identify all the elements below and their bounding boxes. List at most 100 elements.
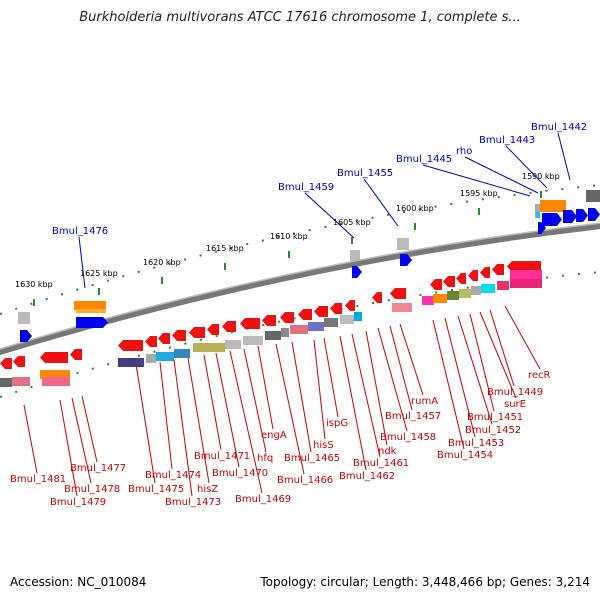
gene-arrow <box>507 261 541 272</box>
scale-ring <box>0 184 600 315</box>
gene-arrow <box>189 327 205 338</box>
gene-label-top[interactable]: Bmul_1476 <box>52 226 108 237</box>
scale-label: 1625 kbp <box>80 269 118 278</box>
gene-arrow <box>298 309 312 320</box>
gene-label-bottom[interactable]: Bmul_1481 <box>10 474 66 485</box>
gene-block <box>433 294 447 303</box>
gene-label-bottom[interactable]: Bmul_1471 <box>194 451 250 462</box>
gene-arrow <box>400 254 412 266</box>
gene-label-top[interactable]: Bmul_1445 <box>396 154 452 165</box>
gene-label-bottom[interactable]: hisS <box>313 440 334 451</box>
gene-label-bottom[interactable]: Bmul_1453 <box>448 438 504 449</box>
gene-block <box>535 204 540 218</box>
gene-block <box>540 200 566 212</box>
gene-arrow <box>40 352 68 363</box>
gene-block <box>40 370 70 379</box>
gene-arrow <box>145 336 157 347</box>
gene-arrow <box>542 213 562 226</box>
gene-block <box>422 296 434 305</box>
gene-arrow <box>456 273 466 284</box>
gene-label-bottom[interactable]: Bmul_1462 <box>339 471 395 482</box>
gene-block <box>586 190 600 202</box>
gene-block <box>156 352 174 361</box>
gene-label-bottom[interactable]: hfq <box>257 453 273 464</box>
accession: Accession: NC_010084 <box>10 575 147 589</box>
gene-block <box>281 328 289 337</box>
gene-label-bottom[interactable]: Bmul_1475 <box>128 484 184 495</box>
gene-label-bottom[interactable]: Bmul_1454 <box>437 450 493 461</box>
gene-block <box>459 289 471 298</box>
gene-arrow <box>158 333 170 344</box>
gene-label-bottom[interactable]: Bmul_1465 <box>284 453 340 464</box>
gene-block <box>510 270 542 279</box>
gene-arrow <box>538 222 546 234</box>
gene-label-bottom[interactable]: Bmul_1466 <box>277 475 333 486</box>
gene-label-top[interactable]: Bmul_1443 <box>479 135 535 146</box>
gene-arrow <box>330 303 342 314</box>
gene-block <box>76 309 106 313</box>
gene-arrow <box>172 330 186 341</box>
scale-label: 1590 kbp <box>522 172 560 181</box>
map-title: Burkholderia multivorans ATCC 17616 chro… <box>79 10 521 25</box>
gene-label-bottom[interactable]: ispG <box>326 418 348 429</box>
gene-features <box>0 190 600 387</box>
gene-block <box>74 301 106 310</box>
gene-label-bottom[interactable]: Bmul_1470 <box>212 468 268 479</box>
chromosome-backbone <box>0 223 600 356</box>
gene-label-bottom[interactable]: engA <box>261 430 287 441</box>
inner-ring <box>0 271 600 398</box>
gene-block <box>447 291 459 300</box>
gene-block <box>536 212 540 218</box>
leader-lines <box>23 132 571 497</box>
gene-label-bottom[interactable]: Bmul_1449 <box>487 387 543 398</box>
gene-arrow <box>13 356 25 367</box>
gene-block <box>243 336 263 345</box>
gene-label-top[interactable]: Bmul_1459 <box>278 182 334 193</box>
gene-arrow <box>345 300 355 311</box>
gene-arrow <box>70 349 82 360</box>
gene-arrow <box>118 340 143 351</box>
gene-label-bottom[interactable]: ndk <box>378 446 397 457</box>
gene-arrow <box>468 270 478 281</box>
gene-block <box>193 343 225 352</box>
genome-info: Topology: circular; Length: 3,448,466 bp… <box>260 575 590 589</box>
gene-label-bottom[interactable]: Bmul_1452 <box>465 425 521 436</box>
gene-label-bottom[interactable]: Bmul_1474 <box>145 470 201 481</box>
gene-label-top[interactable]: Bmul_1442 <box>531 122 587 133</box>
gene-label-bottom[interactable]: Bmul_1451 <box>467 412 523 423</box>
gene-block <box>481 284 495 293</box>
gene-label-bottom[interactable]: Bmul_1479 <box>50 497 106 508</box>
gene-label-top[interactable]: Bmul_1455 <box>337 168 393 179</box>
gene-arrow <box>240 318 260 329</box>
scale-label: 1600 kbp <box>396 204 434 213</box>
gene-arrow <box>314 306 328 317</box>
gene-label-bottom[interactable]: Bmul_1457 <box>385 411 441 422</box>
gene-block <box>0 378 12 387</box>
gene-block <box>118 358 144 367</box>
gene-label-bottom[interactable]: recR <box>528 370 551 381</box>
gene-arrow <box>280 312 294 323</box>
gene-label-bottom[interactable]: Bmul_1473 <box>165 497 221 508</box>
gene-block <box>225 340 241 349</box>
gene-labels: Bmul_1442Bmul_1443rhoBmul_1445Bmul_1455B… <box>10 122 587 508</box>
gene-label-bottom[interactable]: Bmul_1461 <box>353 458 409 469</box>
gene-block <box>324 318 338 327</box>
gene-arrow <box>76 317 108 328</box>
gene-block <box>497 281 509 290</box>
gene-block <box>265 331 281 340</box>
gene-label-bottom[interactable]: Bmul_1458 <box>380 432 436 443</box>
gene-label-bottom[interactable]: Bmul_1469 <box>235 494 291 505</box>
gene-label-bottom[interactable]: rumA <box>411 396 438 407</box>
gene-label-bottom[interactable]: Bmul_1478 <box>64 484 120 495</box>
gene-block <box>510 279 542 288</box>
gene-label-bottom[interactable]: Bmul_1477 <box>70 463 126 474</box>
gene-arrow <box>262 315 276 326</box>
gene-arrow <box>576 209 588 222</box>
gene-block <box>12 377 30 386</box>
gene-arrow <box>492 264 504 275</box>
gene-label-bottom[interactable]: hisZ <box>197 484 218 495</box>
gene-label-top[interactable]: rho <box>456 146 472 157</box>
gene-arrow <box>20 330 32 342</box>
gene-label-bottom[interactable]: surE <box>504 399 526 410</box>
gene-arrow <box>222 321 236 332</box>
